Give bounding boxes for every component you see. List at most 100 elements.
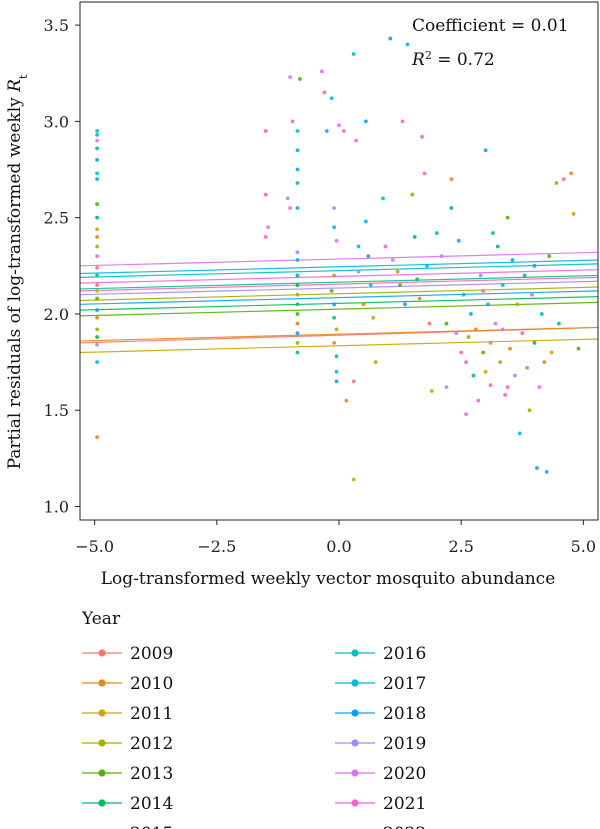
data-point-2019: [295, 250, 300, 255]
data-point-2015: [415, 277, 420, 282]
data-point-2016: [461, 292, 466, 297]
legend-label: 2017: [383, 674, 426, 694]
data-point-2010: [95, 235, 100, 239]
data-point-2021: [263, 129, 268, 133]
data-point-2020: [337, 123, 341, 128]
data-point-2014: [532, 340, 537, 345]
data-point-2010: [361, 302, 366, 307]
regression-line-2020: [79, 251, 599, 267]
legend-swatch-dot: [98, 679, 106, 687]
data-point-2014: [495, 244, 500, 249]
data-point-2015: [471, 373, 476, 378]
data-point-2021: [263, 235, 268, 239]
legend-item-2017: 2017: [335, 674, 426, 694]
data-point-2015: [557, 321, 561, 326]
data-point-2012: [498, 360, 503, 364]
legend-label: 2009: [130, 644, 173, 664]
legend: 2009 2010 2011 2012 2013 2014 2015 2016 2017 2018…: [82, 644, 426, 829]
y-tick-label: 2.0: [44, 305, 69, 324]
data-point-2013: [329, 288, 334, 293]
axis-ticks: −5.0 −2.5 0.0 2.5 5.0 1.0 1.5 2.0 2.5 3.0 3.5: [44, 16, 597, 556]
data-point-2019: [95, 342, 100, 347]
data-point-2018: [532, 263, 537, 268]
data-point-2016: [405, 42, 410, 47]
data-point-2022: [505, 385, 510, 390]
data-point-2020: [319, 69, 324, 74]
data-point-2016: [334, 354, 339, 359]
data-point-2020: [454, 331, 459, 336]
data-point-2011: [571, 211, 576, 216]
legend-swatch-dot: [98, 769, 106, 777]
data-point-2020: [493, 321, 498, 326]
data-point-2017: [544, 469, 549, 474]
regression-line-2016: [79, 263, 599, 278]
data-point-2019: [332, 206, 337, 210]
legend-label: 2022: [383, 824, 426, 829]
data-point-2009: [95, 283, 100, 287]
data-point-2011: [295, 292, 300, 297]
data-point-2021: [400, 119, 405, 124]
legend-swatch-dot: [98, 739, 106, 747]
legend-swatch-dot: [98, 799, 106, 807]
data-point-2011: [515, 302, 520, 307]
regression-line-2010: [79, 326, 599, 342]
regression-line-2014: [79, 296, 599, 311]
data-point-2012: [373, 360, 378, 364]
data-point-2016: [95, 129, 100, 133]
legend-label: 2014: [130, 794, 173, 814]
data-point-2017: [356, 244, 361, 249]
data-point-2016: [434, 231, 439, 235]
data-point-2012: [410, 192, 415, 197]
data-point-2022: [459, 350, 464, 355]
data-point-2013: [95, 296, 100, 301]
data-point-2022: [420, 134, 424, 139]
data-point-2021: [503, 392, 508, 397]
x-axis-title: Log-transformed weekly vector mosquito a…: [101, 569, 556, 589]
data-point-2014: [449, 206, 454, 210]
data-point-2011: [95, 288, 100, 293]
r-squared-symbol: R: [411, 50, 425, 70]
data-point-2014: [95, 215, 100, 220]
legend-label: 2020: [383, 764, 426, 784]
data-point-2009: [351, 379, 356, 384]
data-point-2010: [295, 321, 300, 326]
data-point-2022: [520, 331, 525, 336]
data-point-2010: [569, 171, 574, 176]
r-squared-annotation: R2 = 0.72: [411, 49, 495, 71]
data-point-2018: [403, 302, 407, 307]
legend-item-2013: 2013: [82, 764, 173, 784]
legend-label: 2013: [130, 764, 173, 784]
data-point-2011: [483, 369, 488, 374]
data-point-2018: [295, 331, 300, 336]
data-point-2018: [95, 308, 100, 313]
legend-item-2015: 2015: [130, 824, 173, 829]
legend-item-2016: 2016: [335, 644, 426, 664]
data-point-2017: [363, 219, 368, 224]
data-point-2017: [469, 312, 473, 316]
data-point-2021: [288, 206, 293, 210]
data-point-2021: [95, 254, 100, 259]
data-point-2022: [488, 383, 493, 388]
data-point-2014: [412, 235, 417, 239]
legend-swatch-dot: [351, 799, 359, 807]
data-point-2012: [95, 244, 100, 249]
data-point-2012: [554, 181, 559, 185]
data-point-2015: [491, 231, 495, 235]
x-tick-label: 0.0: [326, 537, 351, 556]
data-point-2016: [295, 129, 300, 133]
legend-label: 2021: [383, 794, 426, 814]
legend-label: 2016: [383, 644, 426, 664]
x-tick-label: −2.5: [197, 537, 236, 556]
data-point-2009: [481, 288, 486, 293]
data-point-2017: [425, 263, 429, 268]
y-axis-title-main: Partial residuals of log-transformed wee…: [5, 92, 25, 470]
data-point-2011: [95, 227, 100, 232]
data-point-2016: [351, 52, 356, 56]
data-point-2011: [549, 350, 554, 355]
data-point-2021: [383, 244, 388, 249]
data-point-2010: [332, 340, 337, 345]
data-point-2012: [295, 340, 300, 345]
y-tick-label: 3.0: [44, 112, 69, 131]
data-point-2018: [295, 167, 300, 172]
data-point-2009: [427, 321, 432, 326]
